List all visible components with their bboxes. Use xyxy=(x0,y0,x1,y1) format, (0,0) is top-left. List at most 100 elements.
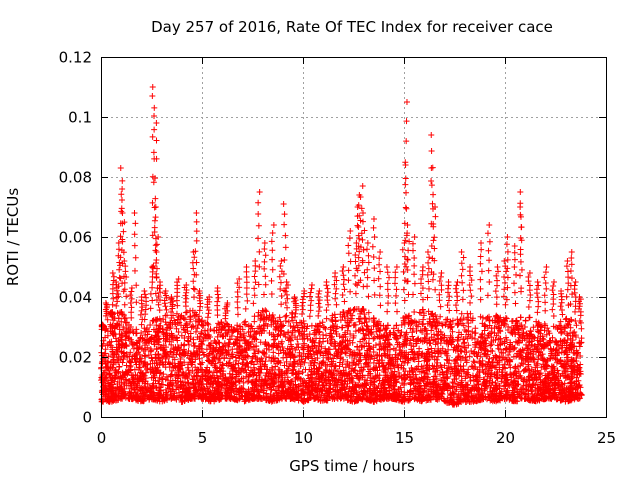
data-point xyxy=(576,339,583,346)
data-point xyxy=(522,366,529,373)
data-point xyxy=(342,343,349,350)
data-point xyxy=(559,328,566,335)
data-point xyxy=(352,328,359,335)
data-point xyxy=(272,363,279,370)
data-point xyxy=(181,341,188,348)
data-point xyxy=(211,375,218,382)
data-point xyxy=(402,336,409,343)
data-point xyxy=(238,366,245,373)
data-point xyxy=(263,366,270,373)
data-point xyxy=(433,331,440,338)
data-point xyxy=(102,387,109,394)
data-point xyxy=(474,366,481,373)
data-point xyxy=(299,324,306,331)
data-point xyxy=(503,334,510,341)
chart-title: Day 257 of 2016, Rate Of TEC Index for r… xyxy=(151,18,553,36)
data-point xyxy=(417,382,424,389)
data-point xyxy=(162,386,169,393)
data-point xyxy=(461,339,468,346)
data-point xyxy=(392,376,399,383)
data-point xyxy=(167,348,174,355)
data-point xyxy=(515,391,522,398)
data-point xyxy=(284,374,291,381)
data-point xyxy=(227,355,234,362)
data-point xyxy=(518,322,525,329)
data-point xyxy=(301,335,308,342)
data-point xyxy=(577,371,584,378)
data-point xyxy=(286,349,293,356)
data-point xyxy=(349,375,356,382)
data-point xyxy=(412,371,419,378)
data-point xyxy=(485,394,492,401)
data-point xyxy=(369,390,376,397)
data-point xyxy=(505,352,512,359)
data-point xyxy=(147,387,154,394)
data-point xyxy=(553,339,560,346)
data-point xyxy=(247,332,254,339)
data-point xyxy=(125,329,132,336)
data-point xyxy=(324,397,331,404)
data-point xyxy=(307,391,314,398)
data-point xyxy=(554,352,561,359)
data-point xyxy=(315,339,322,346)
data-point xyxy=(541,393,548,400)
data-point xyxy=(213,340,220,347)
data-point xyxy=(371,334,378,341)
data-point xyxy=(278,390,285,397)
data-point xyxy=(112,389,119,396)
data-point xyxy=(185,348,192,355)
data-point xyxy=(478,346,485,353)
data-point xyxy=(507,395,514,402)
data-point xyxy=(194,325,201,332)
data-point xyxy=(407,380,414,387)
data-point xyxy=(300,350,307,357)
data-point xyxy=(384,351,391,358)
data-point xyxy=(568,341,575,348)
data-point xyxy=(105,353,112,360)
data-point xyxy=(386,390,393,397)
data-point xyxy=(299,336,306,343)
data-point xyxy=(491,371,498,378)
data-point xyxy=(485,331,492,338)
data-point xyxy=(124,333,131,340)
data-point xyxy=(171,390,178,397)
data-point xyxy=(530,369,537,376)
data-point xyxy=(434,332,441,339)
data-point xyxy=(286,380,293,387)
data-point xyxy=(278,338,285,345)
data-point xyxy=(413,365,420,372)
data-point xyxy=(423,362,430,369)
data-point xyxy=(203,346,210,353)
data-point xyxy=(313,365,320,372)
data-point xyxy=(455,353,462,360)
data-point xyxy=(386,382,393,389)
data-point xyxy=(297,363,304,370)
data-point xyxy=(405,321,412,328)
data-point xyxy=(339,386,346,393)
data-point xyxy=(149,382,156,389)
data-point xyxy=(322,366,329,373)
data-point xyxy=(404,359,411,366)
data-point xyxy=(233,373,240,380)
data-point xyxy=(545,341,552,348)
data-point xyxy=(281,362,288,369)
data-point xyxy=(329,323,336,330)
data-point xyxy=(507,364,514,371)
data-point xyxy=(146,384,153,391)
data-point xyxy=(414,352,421,359)
data-point xyxy=(252,354,259,361)
data-point xyxy=(499,364,506,371)
data-point xyxy=(199,322,206,329)
data-point xyxy=(515,381,522,388)
data-point xyxy=(281,370,288,377)
data-point xyxy=(520,329,527,336)
data-point xyxy=(274,344,281,351)
data-point xyxy=(518,349,525,356)
data-point xyxy=(109,351,116,358)
data-point xyxy=(336,342,343,349)
data-point xyxy=(489,398,496,405)
data-point xyxy=(520,377,527,384)
data-point xyxy=(186,385,193,392)
data-point xyxy=(545,394,552,401)
data-point xyxy=(339,361,346,368)
